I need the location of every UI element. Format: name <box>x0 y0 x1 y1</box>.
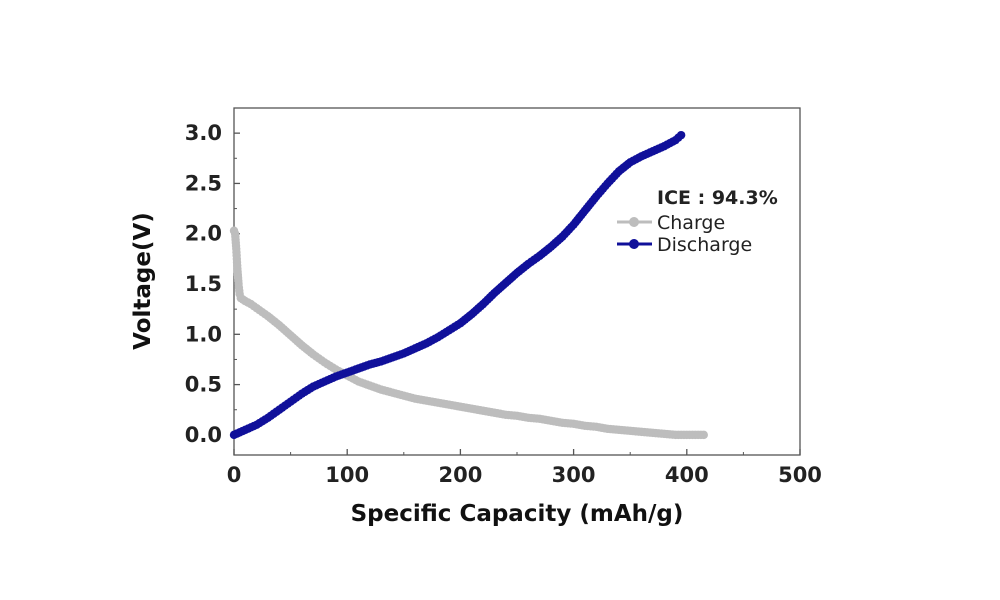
y-tick-label: 3.0 <box>185 121 222 145</box>
series-discharge <box>229 130 686 440</box>
ice-annotation: ICE : 94.3% <box>657 187 778 209</box>
x-tick-label: 200 <box>438 463 482 487</box>
x-tick-label: 100 <box>325 463 369 487</box>
y-tick-label: 1.5 <box>185 272 222 296</box>
y-tick-label: 2.5 <box>185 171 222 195</box>
y-tick-label: 0.5 <box>185 373 222 397</box>
series-charge <box>229 226 708 440</box>
legend-entry-charge: Charge <box>617 212 725 234</box>
x-axis-title: Specific Capacity (mAh/g) <box>351 501 684 527</box>
legend-charge-label: Charge <box>657 212 725 234</box>
x-tick-label: 0 <box>227 463 242 487</box>
legend-entry-discharge: Discharge <box>617 234 752 256</box>
data-point-charge <box>699 430 708 440</box>
y-tick-label: 1.0 <box>185 322 222 346</box>
plot-frame <box>233 107 801 456</box>
legend-charge-marker <box>629 217 639 227</box>
x-tick-label: 400 <box>665 463 709 487</box>
y-axis-title: Voltage(V) <box>130 212 156 350</box>
y-tick-label: 2.0 <box>185 222 222 246</box>
x-axis: 0 100 200 300 400 500 <box>227 449 822 487</box>
x-tick-label: 500 <box>778 463 822 487</box>
data-point-discharge <box>676 130 686 140</box>
x-tick-label: 300 <box>552 463 596 487</box>
legend-discharge-label: Discharge <box>657 234 752 256</box>
legend-discharge-marker <box>629 239 639 249</box>
series-layer <box>229 130 708 440</box>
y-axis: 0.0 0.5 1.0 1.5 2.0 2.5 3.0 <box>185 121 240 447</box>
legend: ICE : 94.3% Charge Discharge <box>617 187 778 256</box>
y-tick-label: 0.0 <box>185 423 222 447</box>
